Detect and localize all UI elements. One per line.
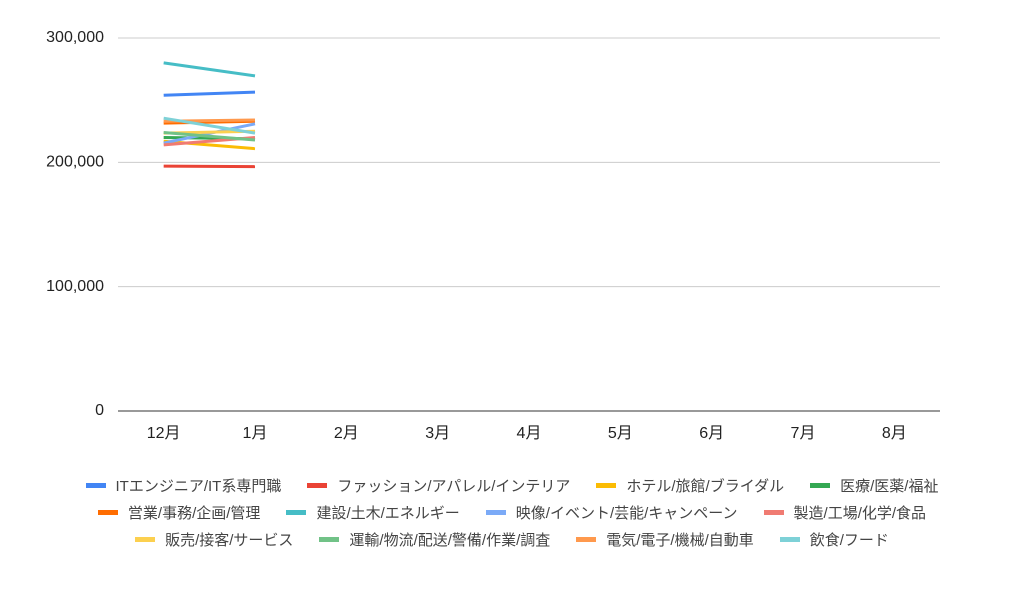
- x-tick-label: 4月: [517, 425, 542, 442]
- legend-swatch: [319, 537, 340, 542]
- legend: ITエンジニア/IT系専門職 ファッション/アパレル/インテリア ホテル/旅館/ブラ…: [0, 472, 1024, 553]
- legend-item: 運輸/物流/配送/警備/作業/調査: [319, 529, 550, 550]
- legend-label: 営業/事務/企画/管理: [127, 505, 261, 522]
- legend-item: ホテル/旅館/ブライダル: [596, 475, 784, 496]
- legend-label: ファッション/アパレル/インテリア: [337, 478, 571, 495]
- legend-label: 電気/電子/機械/自動車: [606, 532, 754, 549]
- x-tick-label: 12月: [147, 425, 181, 442]
- series-line: [163, 90, 256, 97]
- legend-item: ITエンジニア/IT系専門職: [85, 475, 282, 496]
- x-tick-label: 2月: [334, 425, 359, 442]
- legend-swatch: [135, 537, 156, 542]
- legend-row: 販売/接客/サービス 運輸/物流/配送/警備/作業/調査 電気/電子/機械/自動車 飲…: [0, 526, 1024, 553]
- legend-swatch: [485, 510, 506, 515]
- legend-row: 営業/事務/企画/管理 建設/土木/エネルギー 映像/イベント/芸能/キャンペーン 製…: [0, 499, 1024, 526]
- legend-swatch: [576, 537, 597, 542]
- legend-item: 建設/土木/エネルギー: [286, 502, 460, 523]
- legend-item: 製造/工場/化学/食品: [763, 502, 927, 523]
- legend-swatch: [810, 483, 831, 488]
- legend-swatch: [85, 483, 106, 488]
- legend-item: 営業/事務/企画/管理: [97, 502, 261, 523]
- legend-item: ファッション/アパレル/インテリア: [307, 475, 570, 496]
- legend-label: 販売/接客/サービス: [165, 532, 294, 549]
- legend-label: ITエンジニア/IT系専門職: [115, 478, 282, 495]
- series-line: [163, 164, 256, 169]
- y-tick-label: 200,000: [46, 154, 104, 171]
- x-tick-label: 6月: [699, 425, 724, 442]
- legend-swatch: [779, 537, 800, 542]
- series-line: [163, 130, 256, 142]
- legend-label: 映像/イベント/芸能/キャンペーン: [515, 505, 738, 522]
- legend-swatch: [307, 483, 328, 488]
- x-tick-label: 3月: [425, 425, 450, 442]
- legend-row: ITエンジニア/IT系専門職 ファッション/アパレル/インテリア ホテル/旅館/ブラ…: [0, 472, 1024, 499]
- legend-item: 映像/イベント/芸能/キャンペーン: [485, 502, 738, 523]
- legend-item: 飲食/フード: [779, 529, 889, 550]
- x-tick-label: 5月: [608, 425, 633, 442]
- legend-label: 飲食/フード: [809, 532, 889, 549]
- chart: 0 100,000 200,000 300,000 12月 1月 2月 3月 4月 5月 6月 7月 8…: [46, 29, 940, 442]
- legend-swatch: [286, 510, 307, 515]
- legend-item: 販売/接客/サービス: [135, 529, 293, 550]
- x-tick-label: 7月: [791, 425, 816, 442]
- series-line: [163, 116, 256, 135]
- y-tick-label: 100,000: [46, 278, 104, 295]
- y-tick-label: 0: [95, 402, 104, 419]
- series-line: [163, 61, 256, 78]
- legend-swatch: [97, 510, 118, 515]
- legend-label: 建設/土木/エネルギー: [316, 505, 460, 522]
- legend-label: ホテル/旅館/ブライダル: [626, 478, 785, 495]
- x-tick-label: 1月: [243, 425, 268, 442]
- x-tick-label: 8月: [882, 425, 907, 442]
- legend-label: 医療/医薬/福祉: [840, 478, 939, 495]
- legend-item: 電気/電子/機械/自動車: [576, 529, 754, 550]
- legend-item: 医療/医薬/福祉: [810, 475, 938, 496]
- legend-label: 製造/工場/化学/食品: [793, 505, 927, 522]
- legend-swatch: [763, 510, 784, 515]
- legend-label: 運輸/物流/配送/警備/作業/調査: [349, 532, 551, 549]
- legend-swatch: [596, 483, 617, 488]
- y-tick-label: 300,000: [46, 29, 104, 46]
